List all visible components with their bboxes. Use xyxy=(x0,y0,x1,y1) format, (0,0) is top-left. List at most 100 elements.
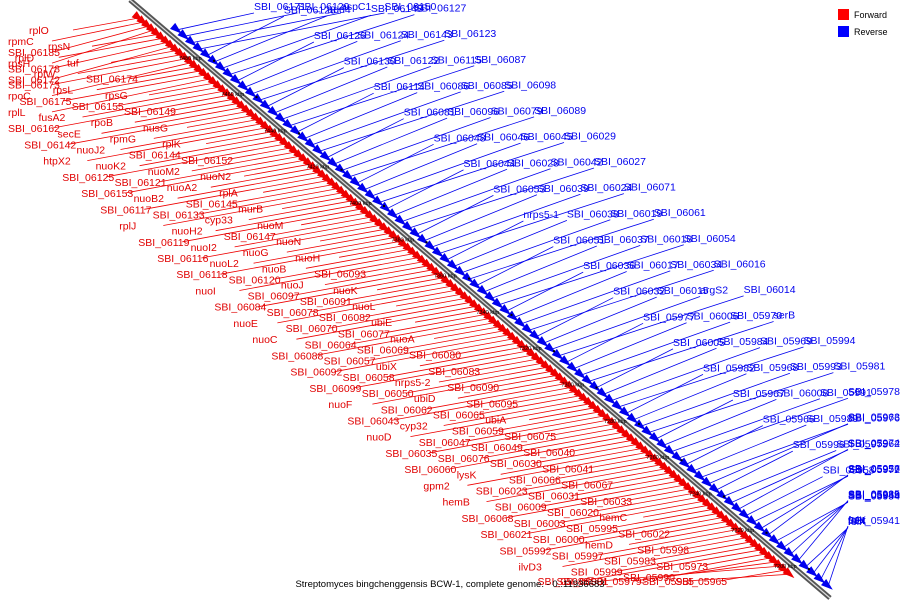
forward-connector-line xyxy=(106,143,287,178)
forward-connector-line xyxy=(329,301,472,329)
reverse-connector-line xyxy=(319,90,505,152)
forward-connector-line xyxy=(453,342,519,356)
reverse-gene-glyph xyxy=(312,144,324,156)
reverse-gene-glyph xyxy=(409,227,422,239)
reverse-gene-glyph xyxy=(686,463,699,475)
forward-connector-line xyxy=(234,220,377,248)
forward-gene-label: nuoK2 xyxy=(96,161,127,173)
forward-gene-label: cyp33 xyxy=(205,215,233,227)
reverse-gene-glyph xyxy=(349,176,362,188)
forward-connector-line xyxy=(434,326,500,339)
reverse-connector-line xyxy=(805,527,849,568)
reverse-gene-label: SBI_05968 xyxy=(746,362,798,374)
reverse-gene-label: SBI_06048 xyxy=(434,132,486,144)
scale-tick-mark xyxy=(340,168,343,171)
reverse-connector-line xyxy=(655,399,734,440)
reverse-connector-line xyxy=(775,501,849,542)
reverse-gene-glyph xyxy=(170,22,182,34)
forward-gene-label: SBI_06023 xyxy=(476,486,528,498)
reverse-connector-line xyxy=(723,450,837,497)
forward-gene-label: nuoM2 xyxy=(148,166,180,178)
reverse-gene-glyph xyxy=(693,470,706,482)
reverse-connector-line xyxy=(206,16,285,56)
reverse-gene-glyph xyxy=(656,438,669,450)
reverse-connector-line xyxy=(476,246,554,286)
reverse-gene-label: SBI_06079 xyxy=(491,106,543,118)
reverse-connector-line xyxy=(401,168,551,222)
forward-connector-line xyxy=(486,468,667,502)
forward-gene-label: nuoL2 xyxy=(210,258,239,270)
forward-gene-label: SBI_05990 xyxy=(623,572,675,584)
forward-connector-line xyxy=(367,334,510,361)
reverse-connector-line xyxy=(506,271,584,312)
forward-connector-line xyxy=(196,188,339,215)
reverse-gene-label: SBI_05969 xyxy=(760,336,812,348)
reverse-connector-line xyxy=(394,168,508,216)
reverse-connector-line xyxy=(199,12,385,50)
forward-gene-label: SBI_06175 xyxy=(20,96,72,108)
forward-gene-label: rpsL xyxy=(53,85,74,97)
forward-gene-label: rplW xyxy=(34,69,56,81)
reverse-gene-label: serB xyxy=(774,310,796,322)
reverse-gene-label: SBI_05981 xyxy=(833,361,885,373)
forward-connector-line xyxy=(491,374,558,388)
reverse-gene-glyph xyxy=(671,451,684,462)
forward-gene-label: SBI_06099 xyxy=(309,383,361,395)
forward-connector-line xyxy=(229,184,334,204)
forward-connector-line xyxy=(220,240,401,275)
reverse-gene-glyph xyxy=(574,368,586,379)
forward-connector-line xyxy=(129,66,196,80)
forward-connector-line xyxy=(567,439,634,453)
reverse-gene-label: SBI_05962 xyxy=(848,438,900,450)
forward-gene-label: nuoA2 xyxy=(167,182,198,194)
forward-gene-label: SBI_06093 xyxy=(314,269,366,281)
forward-connector-line xyxy=(77,54,182,74)
forward-connector-line xyxy=(153,119,258,139)
forward-connector-line xyxy=(396,293,462,307)
forward-connector-line xyxy=(681,537,748,550)
reverse-gene-label: SBI_06130 xyxy=(344,56,396,68)
forward-gene-label: SBI_05999 xyxy=(571,567,623,579)
forward-connector-line xyxy=(543,517,724,551)
reverse-gene-label: SBI_05994 xyxy=(804,335,856,347)
reverse-gene-label: SBI_06143 xyxy=(401,29,453,41)
forward-connector-line xyxy=(457,378,562,399)
forward-gene-label: SBI_05983 xyxy=(604,556,656,568)
forward-gene-label: nuoJ xyxy=(281,280,304,292)
forward-gene-label: SBI_06001 xyxy=(557,576,609,588)
reverse-gene-label: SBI_06115 xyxy=(431,54,482,66)
forward-connector-line xyxy=(286,232,391,253)
reverse-connector-line xyxy=(618,346,804,408)
reverse-gene-label: SBI_05954 xyxy=(848,490,900,502)
forward-gene-label: gpm2 xyxy=(423,480,449,492)
forward-gene-label: SBI_06119 xyxy=(138,237,189,249)
reverse-connector-line xyxy=(334,117,448,165)
forward-gene-label: nuoI xyxy=(195,286,215,298)
forward-gene-label: hemB xyxy=(443,497,470,509)
reverse-connector-line xyxy=(790,500,849,555)
reverse-connector-line xyxy=(491,245,641,299)
forward-gene-label: SBI_06049 xyxy=(471,442,523,454)
reverse-connector-line xyxy=(364,143,478,190)
forward-gene-label: SBI_06083 xyxy=(428,366,480,378)
reverse-gene-label: SBI_06015 xyxy=(657,285,709,297)
reverse-gene-label: SBI_05978 xyxy=(848,386,900,398)
reverse-connector-line xyxy=(633,373,747,421)
forward-gene-label: SBI_06043 xyxy=(347,415,399,427)
reverse-connector-line xyxy=(745,476,823,516)
reverse-gene-glyph xyxy=(626,412,639,424)
reverse-gene-label: SBI_06024 xyxy=(580,182,632,194)
reverse-gene-glyph xyxy=(394,214,407,226)
reverse-gene-glyph xyxy=(596,387,609,399)
forward-gene-label: nuoL xyxy=(352,301,376,313)
forward-connector-line xyxy=(462,415,605,443)
forward-connector-line xyxy=(424,383,567,410)
forward-connector-line xyxy=(51,78,211,113)
forward-gene-label: SBI_06125 xyxy=(62,172,114,184)
scale-tick-label: 7480 kbp xyxy=(179,56,202,62)
forward-connector-line xyxy=(272,253,415,280)
forward-gene-label: SBI_05979 xyxy=(590,576,642,588)
genome-axis xyxy=(128,0,832,600)
reverse-gene-glyph xyxy=(536,336,549,347)
